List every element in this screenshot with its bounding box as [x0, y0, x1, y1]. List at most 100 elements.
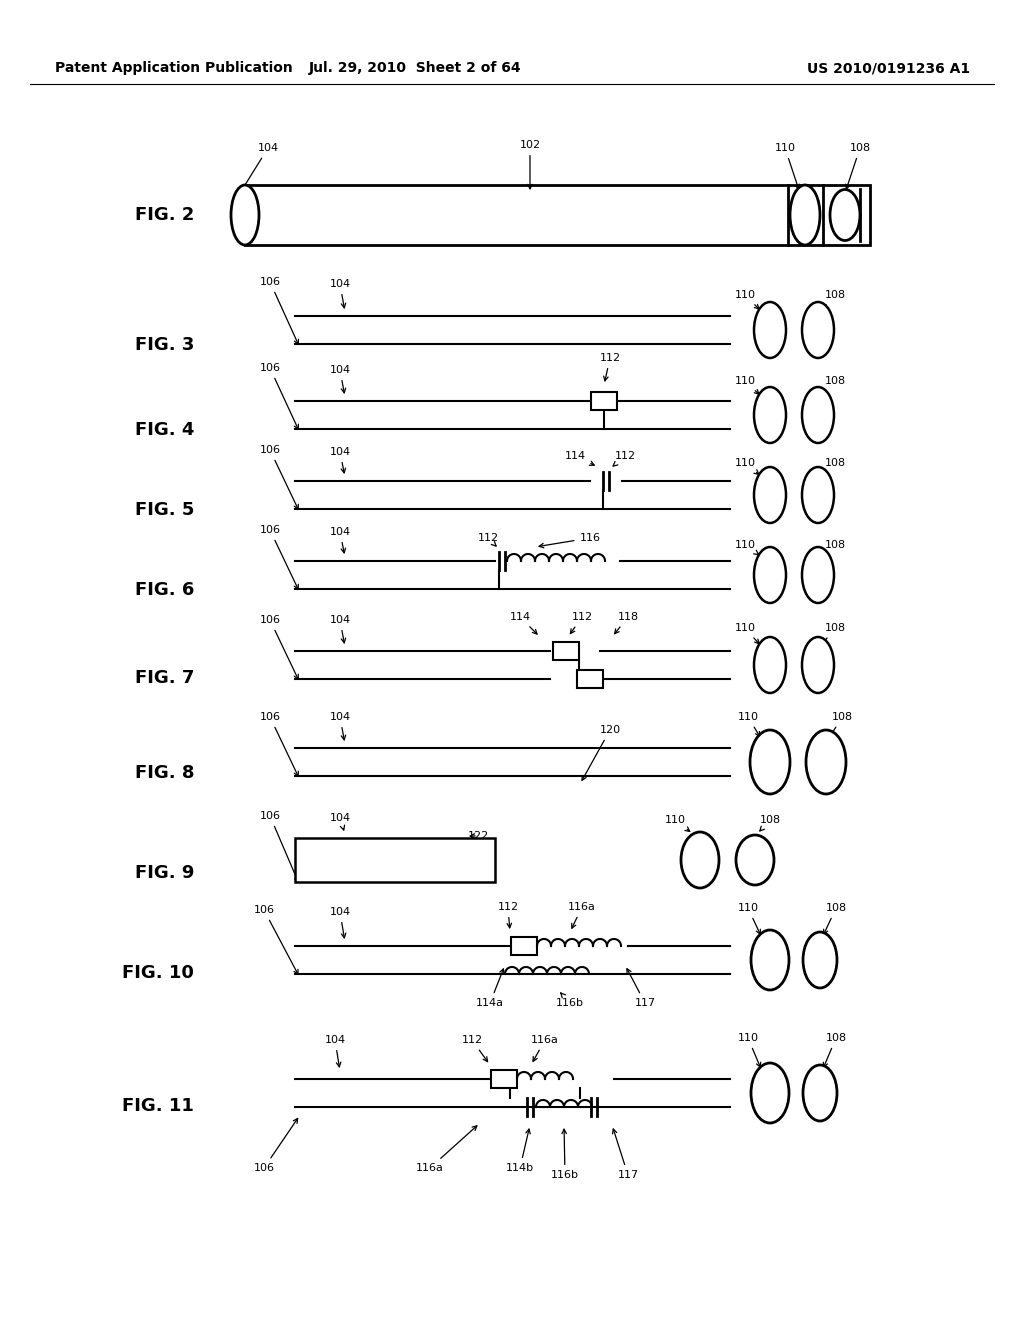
- Text: 116b: 116b: [551, 1129, 579, 1180]
- Text: 122: 122: [467, 832, 488, 841]
- Text: 112: 112: [599, 352, 621, 381]
- Text: 112: 112: [498, 902, 518, 928]
- Text: 106: 106: [259, 525, 298, 589]
- Text: 118: 118: [614, 612, 639, 634]
- Ellipse shape: [751, 931, 790, 990]
- Text: FIG. 6: FIG. 6: [135, 581, 195, 599]
- Bar: [245, 185, 870, 246]
- Text: 116: 116: [539, 533, 600, 548]
- Text: 104: 104: [325, 1035, 345, 1067]
- Text: 112: 112: [477, 533, 499, 546]
- Ellipse shape: [802, 467, 834, 523]
- Ellipse shape: [754, 638, 786, 693]
- Text: 108: 108: [823, 376, 846, 393]
- Text: FIG. 11: FIG. 11: [122, 1097, 194, 1115]
- Text: 120: 120: [582, 725, 621, 780]
- Text: 110: 110: [734, 540, 759, 554]
- Ellipse shape: [750, 730, 790, 795]
- Bar: [553, 642, 579, 660]
- Text: 116a: 116a: [568, 902, 596, 928]
- Text: 116a: 116a: [416, 1126, 477, 1173]
- Text: 106: 106: [259, 277, 298, 345]
- Ellipse shape: [802, 546, 834, 603]
- Text: 110: 110: [737, 711, 760, 737]
- Text: 112: 112: [462, 1035, 487, 1061]
- Text: Patent Application Publication: Patent Application Publication: [55, 61, 293, 75]
- Text: 114b: 114b: [506, 1129, 535, 1173]
- Ellipse shape: [802, 387, 834, 444]
- Text: 110: 110: [734, 458, 759, 474]
- Text: 102: 102: [519, 140, 541, 189]
- Text: 106: 106: [254, 1118, 298, 1173]
- Ellipse shape: [751, 1063, 790, 1123]
- Bar: [591, 392, 617, 411]
- Ellipse shape: [802, 302, 834, 358]
- Text: 104: 104: [330, 527, 350, 553]
- Bar: [490, 1071, 517, 1088]
- Text: 104: 104: [330, 907, 350, 939]
- Ellipse shape: [681, 832, 719, 888]
- Ellipse shape: [754, 387, 786, 444]
- Text: 108: 108: [823, 1034, 847, 1067]
- Text: 117: 117: [627, 969, 655, 1008]
- Bar: [577, 671, 603, 688]
- Text: 114: 114: [564, 451, 594, 465]
- Text: 110: 110: [665, 814, 690, 832]
- Text: 116a: 116a: [531, 1035, 559, 1061]
- Text: 108: 108: [823, 458, 846, 474]
- Text: US 2010/0191236 A1: US 2010/0191236 A1: [807, 61, 970, 75]
- Text: FIG. 9: FIG. 9: [135, 865, 195, 882]
- Text: 108: 108: [830, 711, 853, 737]
- Text: 104: 104: [330, 279, 350, 308]
- Text: 112: 112: [570, 612, 593, 634]
- Ellipse shape: [806, 730, 846, 795]
- Text: 104: 104: [243, 143, 279, 190]
- Text: 110: 110: [737, 903, 761, 935]
- Text: FIG. 5: FIG. 5: [135, 502, 195, 519]
- Text: 110: 110: [774, 143, 800, 189]
- Text: 117: 117: [612, 1129, 639, 1180]
- Text: FIG. 4: FIG. 4: [135, 421, 195, 440]
- Text: 104: 104: [330, 366, 350, 393]
- Text: 108: 108: [760, 814, 780, 830]
- Ellipse shape: [231, 185, 259, 246]
- Text: 108: 108: [823, 540, 846, 554]
- Text: 108: 108: [822, 290, 846, 309]
- Ellipse shape: [754, 546, 786, 603]
- Text: 106: 106: [259, 810, 299, 882]
- Text: 108: 108: [822, 623, 846, 644]
- Text: 104: 104: [330, 711, 350, 741]
- Text: FIG. 3: FIG. 3: [135, 337, 195, 354]
- Ellipse shape: [803, 932, 837, 987]
- Ellipse shape: [736, 836, 774, 884]
- Bar: [295, 838, 495, 882]
- Text: Jul. 29, 2010  Sheet 2 of 64: Jul. 29, 2010 Sheet 2 of 64: [308, 61, 521, 75]
- Text: 108: 108: [823, 903, 847, 935]
- Text: 106: 106: [259, 615, 298, 680]
- Text: 106: 106: [259, 445, 298, 510]
- Text: 114: 114: [509, 612, 537, 634]
- Text: 110: 110: [734, 623, 759, 644]
- Ellipse shape: [754, 467, 786, 523]
- Text: 104: 104: [330, 813, 350, 830]
- Text: 110: 110: [737, 1034, 761, 1067]
- Ellipse shape: [830, 190, 860, 240]
- Text: 104: 104: [330, 447, 350, 473]
- Text: 104: 104: [330, 615, 350, 643]
- Ellipse shape: [802, 638, 834, 693]
- Text: 110: 110: [734, 290, 759, 309]
- Text: FIG. 2: FIG. 2: [135, 206, 195, 224]
- Text: 114a: 114a: [476, 969, 504, 1008]
- Text: FIG. 8: FIG. 8: [135, 764, 195, 781]
- Text: 110: 110: [734, 376, 759, 395]
- Ellipse shape: [754, 302, 786, 358]
- Text: FIG. 7: FIG. 7: [135, 669, 195, 686]
- Text: 116b: 116b: [556, 993, 584, 1008]
- Text: 106: 106: [254, 906, 298, 974]
- Text: FIG. 10: FIG. 10: [122, 964, 194, 982]
- Bar: [511, 937, 537, 954]
- Ellipse shape: [803, 1065, 837, 1121]
- Text: 106: 106: [259, 363, 298, 429]
- Text: 106: 106: [259, 711, 298, 776]
- Ellipse shape: [790, 185, 820, 246]
